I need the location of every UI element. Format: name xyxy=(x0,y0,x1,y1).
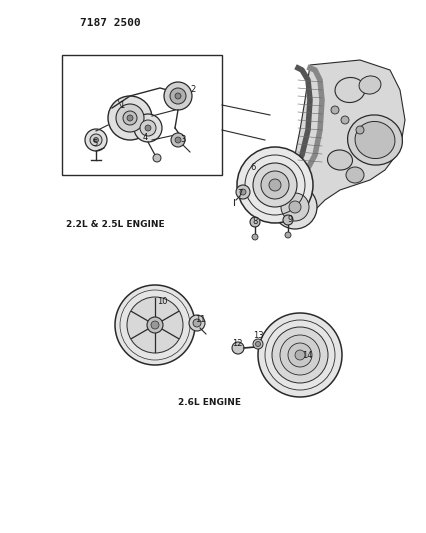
Circle shape xyxy=(193,319,201,327)
Circle shape xyxy=(280,193,308,221)
Circle shape xyxy=(127,115,132,121)
Circle shape xyxy=(175,137,181,143)
Text: 8: 8 xyxy=(252,217,257,227)
Circle shape xyxy=(287,343,311,367)
Circle shape xyxy=(282,215,292,225)
Circle shape xyxy=(145,125,151,131)
Text: 7: 7 xyxy=(237,189,242,198)
Circle shape xyxy=(189,315,204,331)
Ellipse shape xyxy=(345,167,363,183)
Circle shape xyxy=(151,321,158,329)
Ellipse shape xyxy=(358,76,380,94)
Circle shape xyxy=(236,185,249,199)
Circle shape xyxy=(164,82,192,110)
Circle shape xyxy=(236,147,312,223)
Circle shape xyxy=(272,185,316,229)
Text: 13: 13 xyxy=(252,332,263,341)
Circle shape xyxy=(90,134,102,146)
Text: 5: 5 xyxy=(92,139,98,148)
Circle shape xyxy=(257,313,341,397)
Circle shape xyxy=(239,189,245,195)
Circle shape xyxy=(115,285,195,365)
Text: 7187 2500: 7187 2500 xyxy=(80,18,141,28)
Text: 1: 1 xyxy=(119,101,124,109)
Circle shape xyxy=(170,88,186,104)
Circle shape xyxy=(249,217,259,227)
Text: 6: 6 xyxy=(250,163,255,172)
Text: 2.2L & 2.5L ENGINE: 2.2L & 2.5L ENGINE xyxy=(66,220,164,229)
Circle shape xyxy=(127,297,183,353)
Text: 4: 4 xyxy=(142,133,147,142)
Circle shape xyxy=(134,114,161,142)
Circle shape xyxy=(271,327,327,383)
Circle shape xyxy=(279,335,319,375)
Polygon shape xyxy=(289,60,404,220)
Circle shape xyxy=(253,163,296,207)
Ellipse shape xyxy=(334,77,364,102)
Circle shape xyxy=(123,111,137,125)
Text: 2.6L ENGINE: 2.6L ENGINE xyxy=(178,398,241,407)
Circle shape xyxy=(93,138,98,142)
Circle shape xyxy=(253,339,262,349)
Bar xyxy=(62,55,222,175)
Circle shape xyxy=(255,342,260,346)
Circle shape xyxy=(260,171,288,199)
Ellipse shape xyxy=(327,150,351,170)
Text: 12: 12 xyxy=(231,340,242,349)
Circle shape xyxy=(153,154,161,162)
Circle shape xyxy=(231,342,243,354)
Text: 14: 14 xyxy=(301,351,311,360)
Circle shape xyxy=(108,96,152,140)
Circle shape xyxy=(288,201,300,213)
Ellipse shape xyxy=(354,122,394,158)
Circle shape xyxy=(147,317,163,333)
Circle shape xyxy=(175,93,181,99)
Circle shape xyxy=(340,116,348,124)
Text: 11: 11 xyxy=(194,316,205,325)
Circle shape xyxy=(140,120,155,136)
Text: 3: 3 xyxy=(180,135,185,144)
Circle shape xyxy=(116,104,144,132)
Circle shape xyxy=(251,234,257,240)
Circle shape xyxy=(170,133,184,147)
Circle shape xyxy=(268,179,280,191)
Text: 10: 10 xyxy=(156,297,167,306)
Ellipse shape xyxy=(347,115,401,165)
Text: 2: 2 xyxy=(190,85,195,94)
Text: 9: 9 xyxy=(287,215,292,224)
Circle shape xyxy=(355,126,363,134)
Circle shape xyxy=(330,106,338,114)
Circle shape xyxy=(294,350,304,360)
Circle shape xyxy=(284,232,290,238)
Circle shape xyxy=(85,129,107,151)
